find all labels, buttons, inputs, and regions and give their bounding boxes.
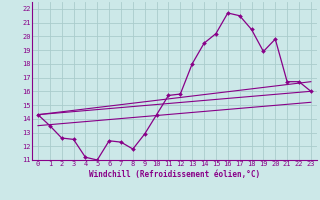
X-axis label: Windchill (Refroidissement éolien,°C): Windchill (Refroidissement éolien,°C) (89, 170, 260, 179)
